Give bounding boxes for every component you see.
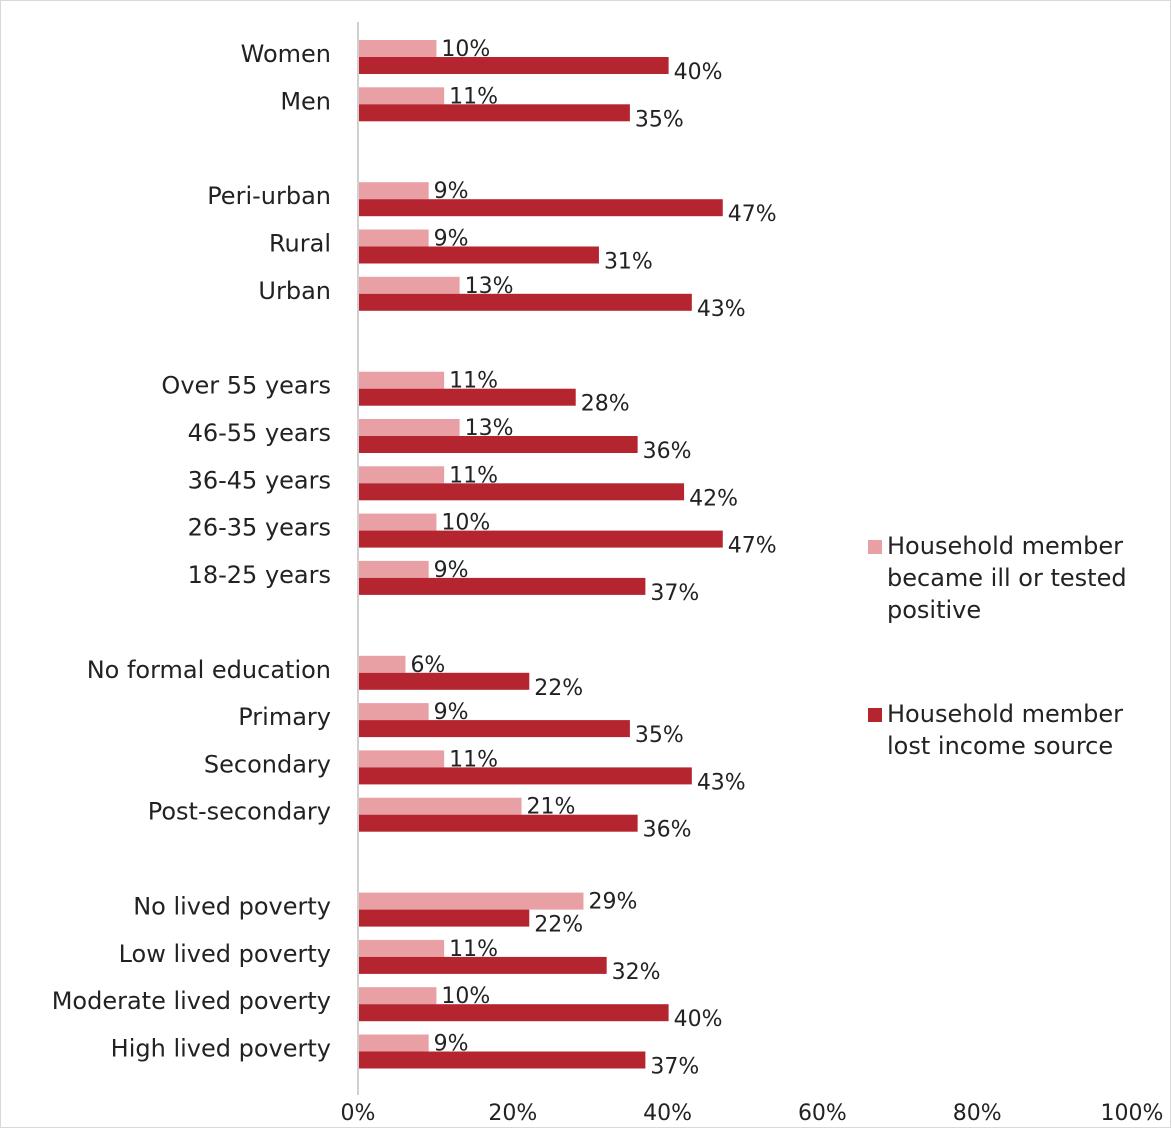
category-label: High lived poverty — [111, 1035, 331, 1063]
bar — [359, 703, 429, 721]
bar — [359, 87, 445, 105]
category-label: Rural — [269, 230, 331, 258]
data-label: 40% — [674, 1007, 723, 1032]
category-label: 36-45 years — [188, 466, 331, 494]
bar — [359, 560, 429, 578]
data-label: 36% — [643, 818, 692, 843]
bar — [359, 1034, 429, 1052]
bar — [359, 199, 723, 217]
bar — [359, 388, 576, 406]
x-tick-label: 20% — [488, 1101, 537, 1126]
data-label: 35% — [635, 107, 684, 132]
data-label: 29% — [588, 890, 637, 915]
bar — [359, 577, 646, 595]
legend-label: lost income source — [887, 732, 1113, 760]
category-label: Urban — [258, 277, 331, 305]
bar — [359, 1051, 646, 1069]
data-label: 28% — [581, 392, 630, 417]
legend-swatch — [868, 708, 882, 722]
x-tick-label: 0% — [341, 1101, 376, 1126]
data-label: 42% — [689, 486, 738, 511]
x-tick-label: 60% — [798, 1101, 847, 1126]
bar — [359, 939, 445, 957]
legend-swatch — [868, 540, 882, 554]
bar — [359, 720, 630, 738]
bar — [359, 57, 669, 74]
x-tick-label: 40% — [643, 1101, 692, 1126]
bar — [359, 797, 522, 815]
category-label: Post-secondary — [148, 798, 331, 826]
category-label: 18-25 years — [188, 561, 331, 589]
category-label: Moderate lived poverty — [52, 987, 331, 1015]
data-label: 36% — [643, 439, 692, 464]
data-label: 31% — [604, 250, 653, 275]
category-label: 26-35 years — [188, 514, 331, 542]
bar — [359, 767, 692, 785]
legend-label: became ill or tested — [887, 564, 1127, 592]
data-label: 22% — [534, 913, 583, 938]
bar — [359, 293, 692, 311]
data-label: 47% — [728, 534, 777, 559]
data-label: 43% — [697, 770, 746, 795]
bar — [359, 987, 437, 1005]
data-label: 37% — [650, 581, 699, 606]
legend-label: positive — [887, 596, 981, 624]
bar — [359, 466, 445, 484]
data-label: 37% — [650, 1055, 699, 1080]
bar — [359, 655, 406, 673]
category-label: Women — [241, 40, 331, 68]
bar — [359, 672, 530, 690]
bar — [359, 513, 437, 531]
x-tick-label: 80% — [953, 1101, 1002, 1126]
category-label: No formal education — [87, 656, 331, 684]
category-label: Peri-urban — [207, 182, 331, 210]
x-tick-label: 100% — [1101, 1101, 1164, 1126]
bar — [359, 436, 638, 453]
category-label: No lived poverty — [133, 893, 331, 921]
bar — [359, 104, 630, 122]
bar — [359, 40, 437, 57]
category-label: Men — [280, 87, 331, 115]
category-label: 46-55 years — [188, 419, 331, 447]
bar — [359, 276, 460, 294]
bar — [359, 530, 723, 548]
category-label: Secondary — [204, 750, 331, 778]
bar — [359, 182, 429, 200]
data-label: 32% — [612, 960, 661, 985]
bar — [359, 371, 445, 389]
category-label: Low lived poverty — [119, 940, 331, 968]
bar — [359, 483, 685, 501]
data-label: 43% — [697, 297, 746, 322]
bar — [359, 229, 429, 247]
data-label: 47% — [728, 202, 777, 227]
bar — [359, 956, 607, 974]
bar — [359, 246, 599, 264]
data-label: 40% — [674, 60, 723, 85]
legend-label: Household member — [887, 700, 1123, 728]
category-label: Primary — [238, 703, 331, 731]
bar — [359, 892, 584, 910]
bar — [359, 750, 445, 768]
bar — [359, 419, 460, 436]
data-label: 22% — [534, 676, 583, 701]
bar — [359, 1004, 669, 1022]
legend-label: Household member — [887, 532, 1123, 560]
bar — [359, 909, 530, 927]
bar — [359, 814, 638, 832]
category-label: Over 55 years — [161, 372, 331, 400]
data-label: 35% — [635, 723, 684, 748]
